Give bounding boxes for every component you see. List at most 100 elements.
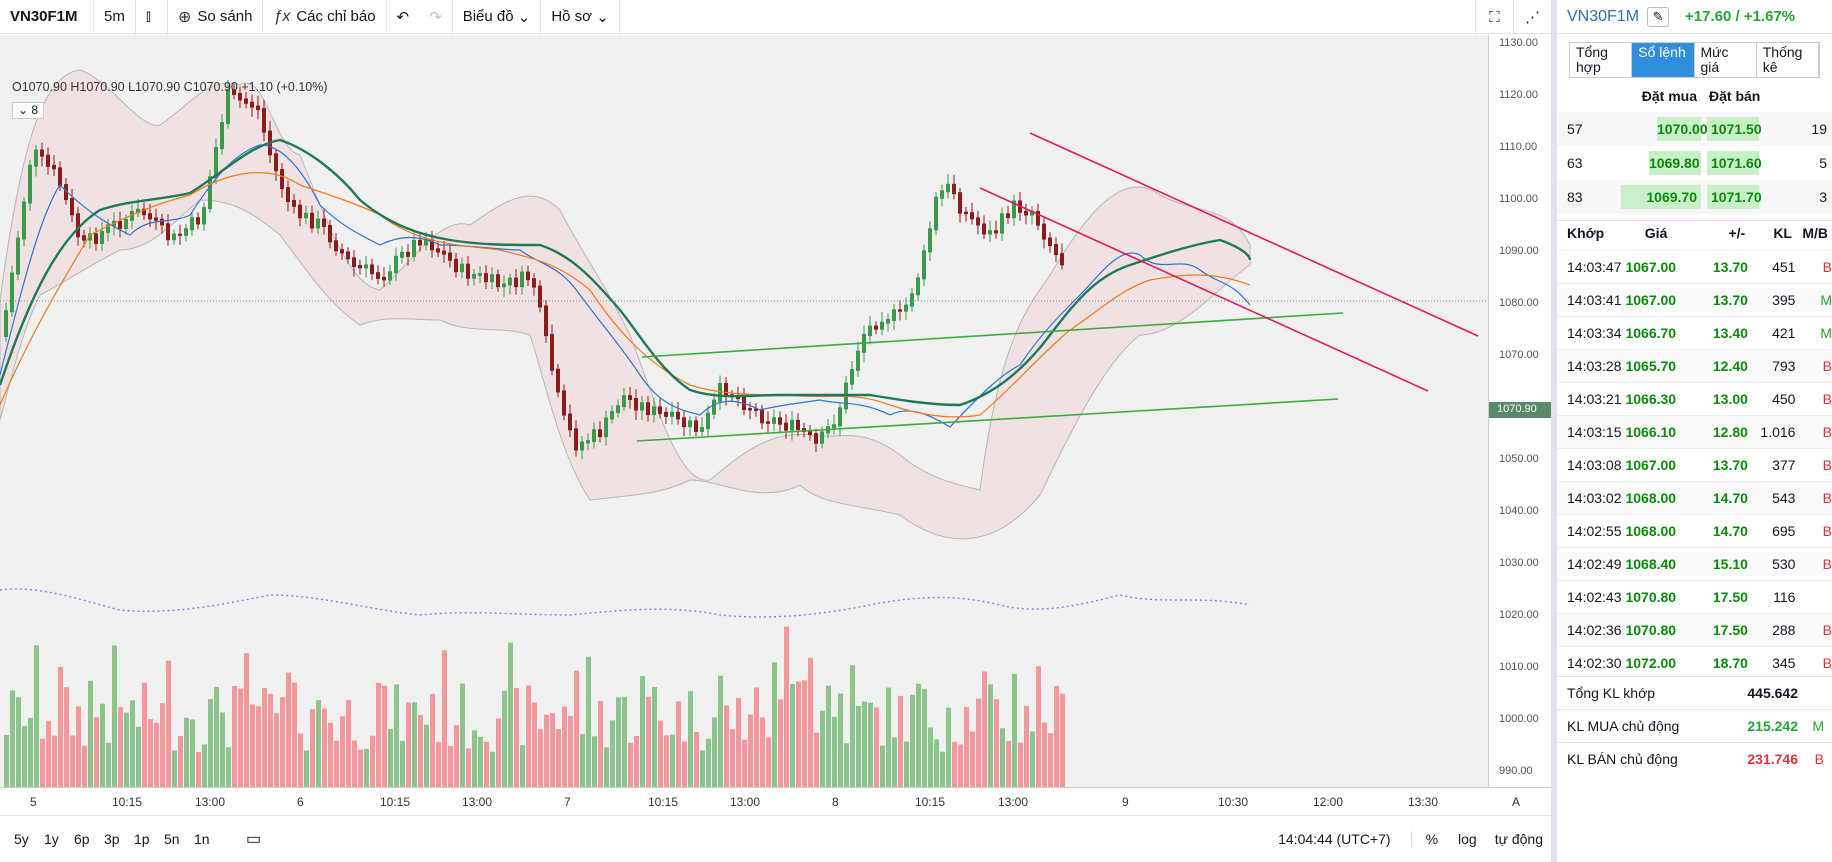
chart-menu-button[interactable]: Biểu đồ ⌄: [453, 0, 542, 34]
range-button-6p[interactable]: 6p: [74, 831, 90, 847]
profile-menu-button[interactable]: Hồ sơ ⌄: [541, 0, 620, 34]
redo-button[interactable]: ↷: [419, 0, 453, 34]
range-button-3p[interactable]: 3p: [104, 831, 120, 847]
price-tick: 1000.00: [1499, 713, 1539, 725]
candle: [694, 420, 698, 432]
trade-row[interactable]: 14:03:21 1066.30 13.00 450 B: [1557, 382, 1832, 415]
orderbook-row[interactable]: 83 1069.70 1071.70 3: [1557, 180, 1832, 214]
orderbook-row[interactable]: 57 1070.00 1071.50 19: [1557, 112, 1832, 146]
range-button-5y[interactable]: 5y: [14, 831, 29, 847]
range-button-1y[interactable]: 1y: [44, 831, 59, 847]
volume-bar: [826, 685, 831, 787]
trade-row[interactable]: 14:03:41 1067.00 13.70 395 M: [1557, 283, 1832, 316]
auto-scale-toggle[interactable]: tự động: [1494, 831, 1543, 847]
volume-bar: [322, 708, 327, 787]
volume-bar: [244, 653, 249, 787]
panel-tab[interactable]: Mức giá: [1695, 43, 1757, 77]
volume-bar: [640, 676, 645, 787]
trade-row[interactable]: 14:02:43 1070.80 17.50 116: [1557, 580, 1832, 613]
candle: [4, 310, 8, 337]
trade-row[interactable]: 14:03:28 1065.70 12.40 793 B: [1557, 349, 1832, 382]
chart-canvas[interactable]: O1070.90 H1070.90 L1070.90 C1070.90 +1.1…: [0, 35, 1488, 819]
volume-bar: [40, 738, 45, 787]
panel-header: VN30F1M ✎ +17.60 / +1.67%: [1557, 0, 1832, 34]
candle: [1060, 253, 1064, 266]
volume-bar: [346, 700, 351, 787]
orderbook-row[interactable]: 63 1069.80 1071.60 5: [1557, 146, 1832, 180]
trade-volume: 543: [1772, 490, 1796, 506]
auto-label[interactable]: A: [1512, 795, 1521, 809]
range-button-1n[interactable]: 1n: [194, 831, 210, 847]
panel-tab[interactable]: Tổng hợp: [1570, 43, 1633, 77]
trade-row[interactable]: 14:03:08 1067.00 13.70 377 B: [1557, 448, 1832, 481]
chart-style-button[interactable]: ⫾: [136, 0, 168, 34]
trade-row[interactable]: 14:03:15 1066.10 12.80 1.016 B: [1557, 415, 1832, 448]
volume-bar: [304, 750, 309, 787]
volume-bar: [844, 743, 849, 787]
trade-volume: 530: [1772, 556, 1796, 572]
candle: [364, 264, 368, 269]
trades-header: Khớp Giá +/- KL M/B: [1557, 220, 1832, 244]
trade-row[interactable]: 14:03:02 1068.00 14.70 543 B: [1557, 481, 1832, 514]
volume-bar: [238, 688, 243, 787]
panel-tab[interactable]: Thống kê: [1757, 43, 1819, 77]
candle: [220, 122, 224, 150]
volume-bar: [478, 736, 483, 787]
range-button-1p[interactable]: 1p: [134, 831, 150, 847]
symbol-search-button[interactable]: VN30F1M: [0, 0, 94, 34]
panel-symbol[interactable]: VN30F1M: [1567, 7, 1640, 25]
chart-svg[interactable]: [0, 35, 1488, 787]
time-axis[interactable]: 5 10:15 13:00 6 10:15 13:00 7 10:15 13:00 8 10:15 1…: [0, 787, 1551, 815]
volume-bar: [118, 707, 123, 787]
trade-row[interactable]: 14:02:36 1070.80 17.50 288 B: [1557, 613, 1832, 646]
volume-bar: [280, 697, 285, 787]
pencil-icon[interactable]: ✎: [1647, 6, 1670, 27]
candle: [550, 334, 554, 371]
volume-bar: [1054, 685, 1059, 787]
share-button[interactable]: ⋰: [1513, 0, 1551, 34]
candle: [154, 217, 158, 221]
compare-button[interactable]: ⊕ So sánh: [168, 0, 264, 34]
volume-bar: [832, 716, 837, 787]
volume-bar: [538, 729, 543, 787]
trade-row[interactable]: 14:02:49 1068.40 15.10 530 B: [1557, 547, 1832, 580]
panel-tab[interactable]: Sổ lệnh: [1632, 43, 1695, 77]
trade-row[interactable]: 14:02:30 1072.00 18.70 345 B: [1557, 646, 1832, 676]
candle: [916, 277, 920, 296]
indicators-button[interactable]: ƒx Các chỉ báo: [263, 0, 387, 34]
interval-button[interactable]: 5m: [94, 0, 136, 34]
trade-row[interactable]: 14:03:47 1067.00 13.70 451 B: [1557, 250, 1832, 283]
ask-volume: 5: [1819, 155, 1827, 171]
candle: [232, 89, 236, 95]
percent-toggle[interactable]: %: [1410, 831, 1438, 847]
trade-change: 17.50: [1712, 622, 1748, 638]
candle: [346, 251, 350, 260]
trade-time: 14:03:08: [1567, 457, 1622, 473]
bottom-toolbar: 5y 1y 6p 3p 1p 5n 1n ▭ 14:04:44 (UTC+7) % log …: [0, 815, 1551, 862]
log-toggle[interactable]: log: [1458, 831, 1477, 847]
volume-bar: [274, 713, 279, 787]
trades-list[interactable]: 14:03:47 1067.00 13.70 451 B 14:03:41 1067.00 1…: [1557, 244, 1832, 676]
goto-date-button[interactable]: ▭: [246, 831, 262, 848]
trade-time: 14:03:41: [1567, 292, 1622, 308]
volume-bar: [214, 686, 219, 787]
candle: [532, 278, 536, 288]
trade-price: 1070.80: [1625, 622, 1677, 638]
volume-bar: [556, 728, 561, 787]
trade-row[interactable]: 14:02:55 1068.00 14.70 695 B: [1557, 514, 1832, 547]
volume-bar: [64, 687, 69, 787]
order-panel: VN30F1M ✎ +17.60 / +1.67% Tổng hợp Sổ lện…: [1551, 0, 1832, 862]
volume-bar: [424, 724, 429, 787]
candle: [838, 407, 842, 427]
range-button-5n[interactable]: 5n: [164, 831, 180, 847]
volume-bar: [658, 720, 663, 787]
volume-bar: [388, 728, 393, 787]
volume-bar: [184, 717, 189, 787]
volume-bar: [1048, 733, 1053, 787]
orderbook: 57 1070.00 1071.50 19 63 1069.80 1071.60 5 83 106…: [1557, 112, 1832, 214]
undo-button[interactable]: ↶: [396, 8, 410, 26]
fullscreen-button[interactable]: ⛶: [1475, 0, 1513, 34]
trade-side: M: [1820, 292, 1832, 308]
trade-row[interactable]: 14:03:34 1066.70 13.40 421 M: [1557, 316, 1832, 349]
indicator-collapse-button[interactable]: ⌄ 8: [12, 102, 44, 119]
